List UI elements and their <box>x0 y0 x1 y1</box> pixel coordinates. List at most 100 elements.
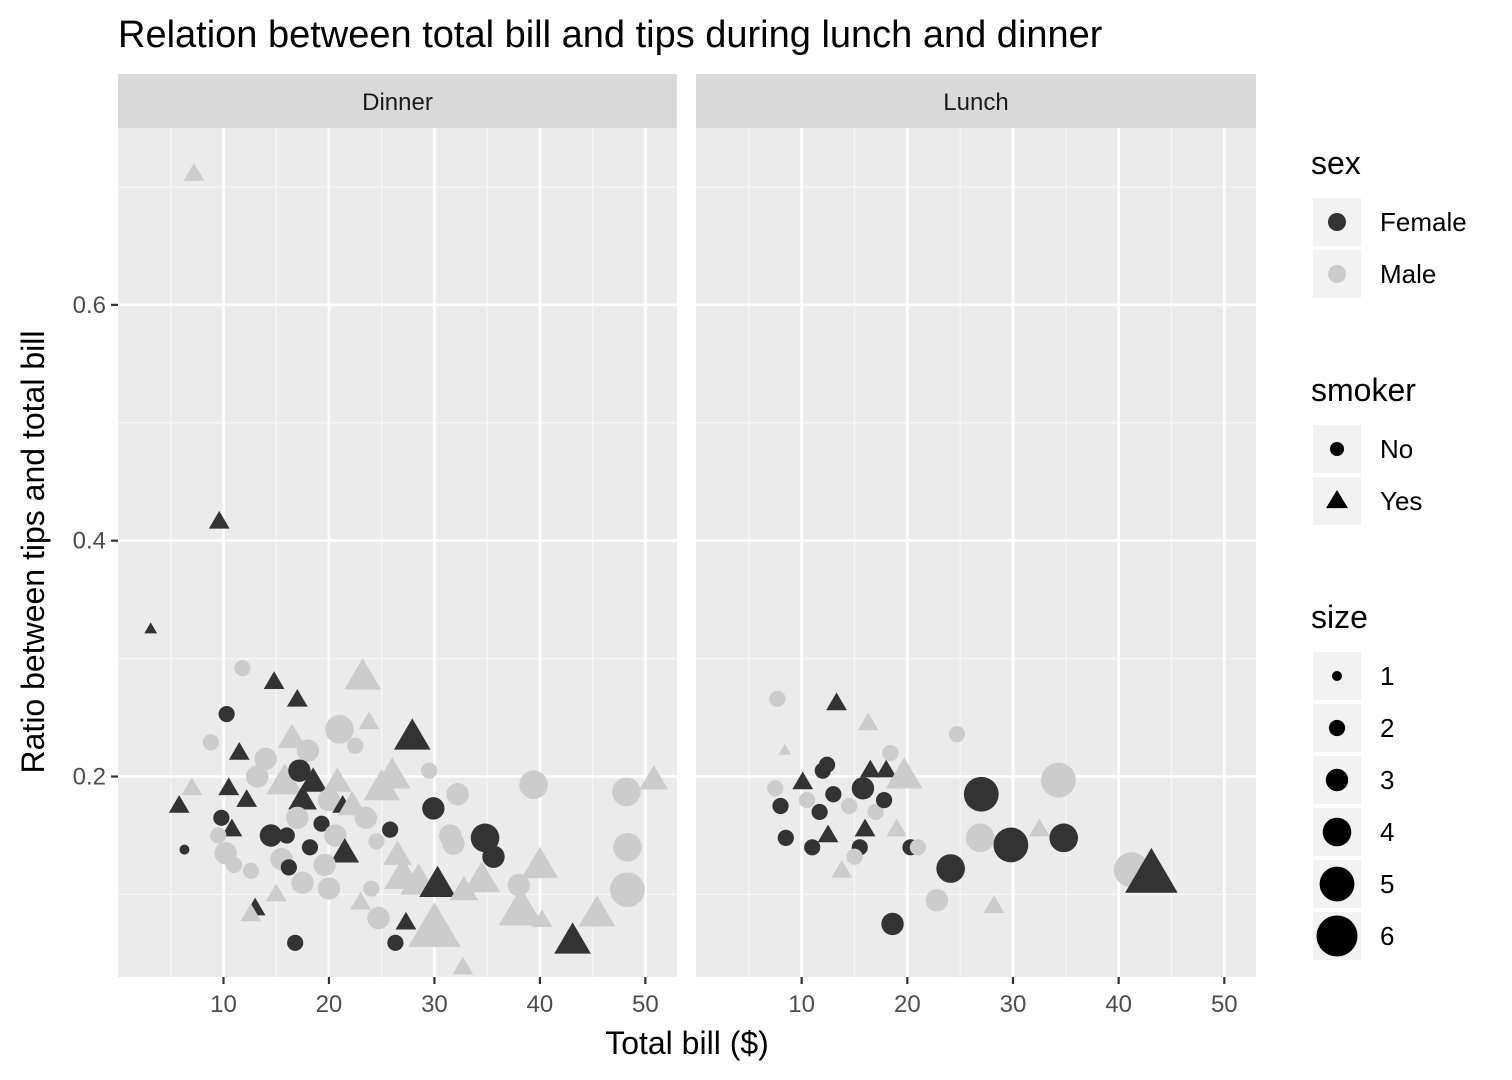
data-point-triangle <box>1029 818 1050 837</box>
data-point-circle <box>234 659 251 677</box>
x-tick-label: 10 <box>788 991 815 1018</box>
panel-lunch: Lunch <box>696 74 1256 977</box>
data-point-circle <box>825 786 842 803</box>
data-point-triangle <box>875 759 897 778</box>
legend-label-sex-female: Female <box>1380 207 1467 237</box>
data-point-circle <box>213 809 230 826</box>
data-point-triangle <box>373 757 411 789</box>
x-tick-label: 20 <box>894 991 921 1018</box>
data-point-circle <box>818 756 836 773</box>
legend-symbol-size <box>1319 866 1355 902</box>
data-point-circle <box>909 839 926 856</box>
data-point-triangle <box>221 818 243 837</box>
data-point-triangle <box>408 902 461 947</box>
data-point-triangle <box>817 824 839 843</box>
data-point-circle <box>421 762 438 779</box>
legend-symbol-sex-male <box>1328 265 1346 283</box>
data-point-triangle <box>521 846 559 879</box>
data-point-circle <box>368 833 385 850</box>
data-point-triangle <box>531 909 553 928</box>
data-point-triangle <box>350 891 371 910</box>
data-point-circle <box>347 737 364 754</box>
data-point-circle <box>210 827 227 844</box>
legend-title-smoker: smoker <box>1311 372 1416 408</box>
data-point-circle <box>507 873 530 897</box>
data-point-triangle <box>419 865 456 897</box>
data-point-triangle <box>277 723 307 749</box>
data-point-triangle <box>323 767 352 792</box>
legend-label-size: 1 <box>1380 661 1394 691</box>
legend-label-smoker-no: No <box>1380 434 1413 464</box>
data-point-circle <box>246 765 269 788</box>
x-tick-label: 10 <box>210 991 237 1018</box>
data-point-circle <box>387 934 404 951</box>
data-point-circle <box>442 832 465 855</box>
data-point-triangle <box>578 895 616 927</box>
data-point-circle <box>313 815 330 832</box>
data-point-circle <box>363 880 380 897</box>
data-point-circle <box>218 705 235 723</box>
legend-label-size: 6 <box>1380 921 1394 951</box>
data-point-triangle <box>395 911 417 930</box>
data-point-circle <box>846 848 863 865</box>
data-point-triangle <box>344 658 382 690</box>
data-point-circle <box>965 823 995 853</box>
data-point-circle <box>291 871 314 894</box>
data-point-triangle <box>168 795 190 813</box>
data-point-circle <box>288 759 311 782</box>
panel-dinner: Dinner <box>118 74 677 977</box>
legend-title-sex: sex <box>1311 145 1361 181</box>
data-point-circle <box>278 827 295 844</box>
data-point-triangle <box>452 956 474 975</box>
data-point-triangle <box>286 688 308 707</box>
legend-label-size: 3 <box>1380 765 1394 795</box>
data-point-circle <box>841 797 858 815</box>
data-point-circle <box>882 744 899 762</box>
data-point-circle <box>610 872 645 908</box>
data-point-circle <box>963 776 999 812</box>
legend-label-smoker-yes: Yes <box>1380 486 1422 516</box>
data-point-circle <box>519 770 548 800</box>
x-tick-label: 50 <box>632 991 659 1018</box>
data-point-circle <box>313 853 336 877</box>
data-point-triangle <box>826 692 847 711</box>
data-point-triangle <box>792 771 814 790</box>
x-tick-label: 20 <box>316 991 343 1018</box>
data-point-circle <box>948 725 966 743</box>
data-point-circle <box>225 856 243 874</box>
y-tick-label: 0.2 <box>73 764 106 791</box>
data-point-circle <box>804 839 821 856</box>
data-point-circle <box>875 792 893 809</box>
data-point-circle <box>446 783 469 806</box>
data-point-circle <box>772 797 789 815</box>
facet-strip <box>696 74 1256 128</box>
data-point-triangle <box>330 838 360 863</box>
data-point-circle <box>881 912 904 936</box>
data-point-triangle <box>639 764 669 790</box>
data-point-circle <box>179 844 190 855</box>
legend-symbol-smoker-yes <box>1326 490 1348 509</box>
data-point-triangle <box>266 763 303 795</box>
data-point-circle <box>296 739 320 762</box>
data-point-circle <box>325 715 354 744</box>
data-point-triangle <box>983 895 1005 914</box>
legend-label-sex-male: Male <box>1380 259 1436 289</box>
data-point-circle <box>287 934 304 951</box>
data-point-circle <box>422 797 445 820</box>
data-point-circle <box>777 829 794 846</box>
legend-symbol-size <box>1332 671 1342 681</box>
legend-symbol-size <box>1316 915 1358 957</box>
y-tick-label: 0.6 <box>73 292 106 319</box>
data-point-triangle <box>208 510 230 529</box>
legend-symbol-size <box>1322 817 1352 847</box>
facet-strip-label: Lunch <box>943 89 1008 116</box>
legend-symbol-size <box>1328 719 1346 737</box>
data-points <box>144 163 669 975</box>
data-point-circle <box>867 803 884 821</box>
data-point-circle <box>936 854 965 883</box>
data-point-triangle <box>383 840 412 865</box>
data-point-triangle <box>240 903 262 922</box>
data-point-triangle <box>1125 847 1178 893</box>
y-tick-label: 0.4 <box>73 528 106 555</box>
data-points <box>767 690 1178 936</box>
